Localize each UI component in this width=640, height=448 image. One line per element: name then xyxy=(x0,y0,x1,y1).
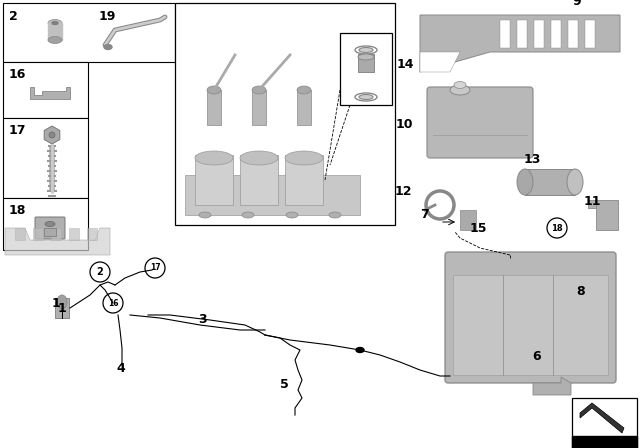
Text: 3: 3 xyxy=(198,313,207,326)
Polygon shape xyxy=(44,126,60,144)
Bar xyxy=(51,228,61,240)
Ellipse shape xyxy=(285,151,323,165)
Ellipse shape xyxy=(242,212,254,218)
Bar xyxy=(48,23,62,40)
Bar xyxy=(33,228,43,240)
Bar xyxy=(340,33,392,105)
Text: 15: 15 xyxy=(470,222,488,235)
Text: 1: 1 xyxy=(52,297,61,310)
Bar xyxy=(55,298,69,318)
Bar xyxy=(525,169,575,195)
Text: 2: 2 xyxy=(9,10,18,23)
Bar xyxy=(358,54,374,72)
Ellipse shape xyxy=(567,169,583,195)
Text: 6: 6 xyxy=(532,350,541,363)
FancyBboxPatch shape xyxy=(35,217,65,239)
Text: 13: 13 xyxy=(524,153,541,166)
Text: 14: 14 xyxy=(397,58,415,71)
Bar xyxy=(252,90,266,125)
Ellipse shape xyxy=(240,151,278,165)
Bar xyxy=(596,200,618,230)
Ellipse shape xyxy=(517,169,533,195)
Bar xyxy=(453,275,608,375)
Ellipse shape xyxy=(329,212,341,218)
Bar xyxy=(572,398,637,448)
Bar xyxy=(585,20,595,48)
Text: 16: 16 xyxy=(9,68,26,81)
Text: 1: 1 xyxy=(58,302,67,314)
FancyBboxPatch shape xyxy=(445,252,616,383)
Ellipse shape xyxy=(359,47,373,52)
Ellipse shape xyxy=(195,151,233,165)
Bar xyxy=(195,155,233,205)
Bar xyxy=(534,20,544,48)
Bar xyxy=(44,228,56,236)
Ellipse shape xyxy=(297,86,311,94)
Ellipse shape xyxy=(52,22,58,25)
Text: 18: 18 xyxy=(9,204,26,217)
Bar xyxy=(69,228,79,240)
Bar xyxy=(588,200,596,208)
Bar xyxy=(3,198,88,250)
Ellipse shape xyxy=(359,95,373,99)
Ellipse shape xyxy=(355,93,377,101)
Ellipse shape xyxy=(45,221,55,227)
Ellipse shape xyxy=(252,86,266,94)
Bar xyxy=(175,3,395,225)
Text: 11: 11 xyxy=(584,195,602,208)
Bar xyxy=(207,90,221,125)
Text: 9: 9 xyxy=(572,0,580,8)
Ellipse shape xyxy=(454,82,466,89)
Ellipse shape xyxy=(355,46,377,54)
Text: 4: 4 xyxy=(116,362,125,375)
Text: 10: 10 xyxy=(396,118,413,131)
Text: 8: 8 xyxy=(576,285,584,298)
Ellipse shape xyxy=(358,54,374,60)
Polygon shape xyxy=(533,377,571,395)
Ellipse shape xyxy=(199,212,211,218)
Polygon shape xyxy=(185,175,360,215)
Bar xyxy=(87,228,97,240)
Bar xyxy=(285,155,323,205)
Ellipse shape xyxy=(48,20,62,26)
Polygon shape xyxy=(30,87,70,99)
Bar xyxy=(517,20,527,48)
Polygon shape xyxy=(580,403,624,433)
Bar xyxy=(568,20,578,48)
Polygon shape xyxy=(420,52,460,72)
Polygon shape xyxy=(5,228,110,255)
Polygon shape xyxy=(420,15,620,72)
Text: 2: 2 xyxy=(97,267,104,277)
Bar xyxy=(15,228,25,240)
Bar xyxy=(500,20,510,48)
Ellipse shape xyxy=(48,36,62,43)
Bar xyxy=(3,62,88,118)
Text: 18: 18 xyxy=(551,224,563,233)
Ellipse shape xyxy=(450,85,470,95)
Text: 17: 17 xyxy=(150,263,160,272)
Ellipse shape xyxy=(57,295,67,309)
Bar xyxy=(3,3,175,62)
Ellipse shape xyxy=(356,348,364,353)
Text: 16: 16 xyxy=(108,298,118,307)
Bar xyxy=(460,210,476,230)
Text: 19: 19 xyxy=(99,10,116,23)
Bar xyxy=(572,436,637,448)
Ellipse shape xyxy=(104,44,112,49)
Bar xyxy=(240,155,278,205)
Text: 5: 5 xyxy=(280,378,289,391)
Ellipse shape xyxy=(207,86,221,94)
Text: 12: 12 xyxy=(395,185,413,198)
Bar xyxy=(297,90,311,125)
Bar xyxy=(551,20,561,48)
Ellipse shape xyxy=(49,132,55,138)
Ellipse shape xyxy=(286,212,298,218)
Text: 7: 7 xyxy=(420,208,429,221)
Text: 476370: 476370 xyxy=(584,436,624,446)
Text: 17: 17 xyxy=(9,124,26,137)
Bar xyxy=(3,118,88,198)
FancyBboxPatch shape xyxy=(427,87,533,158)
